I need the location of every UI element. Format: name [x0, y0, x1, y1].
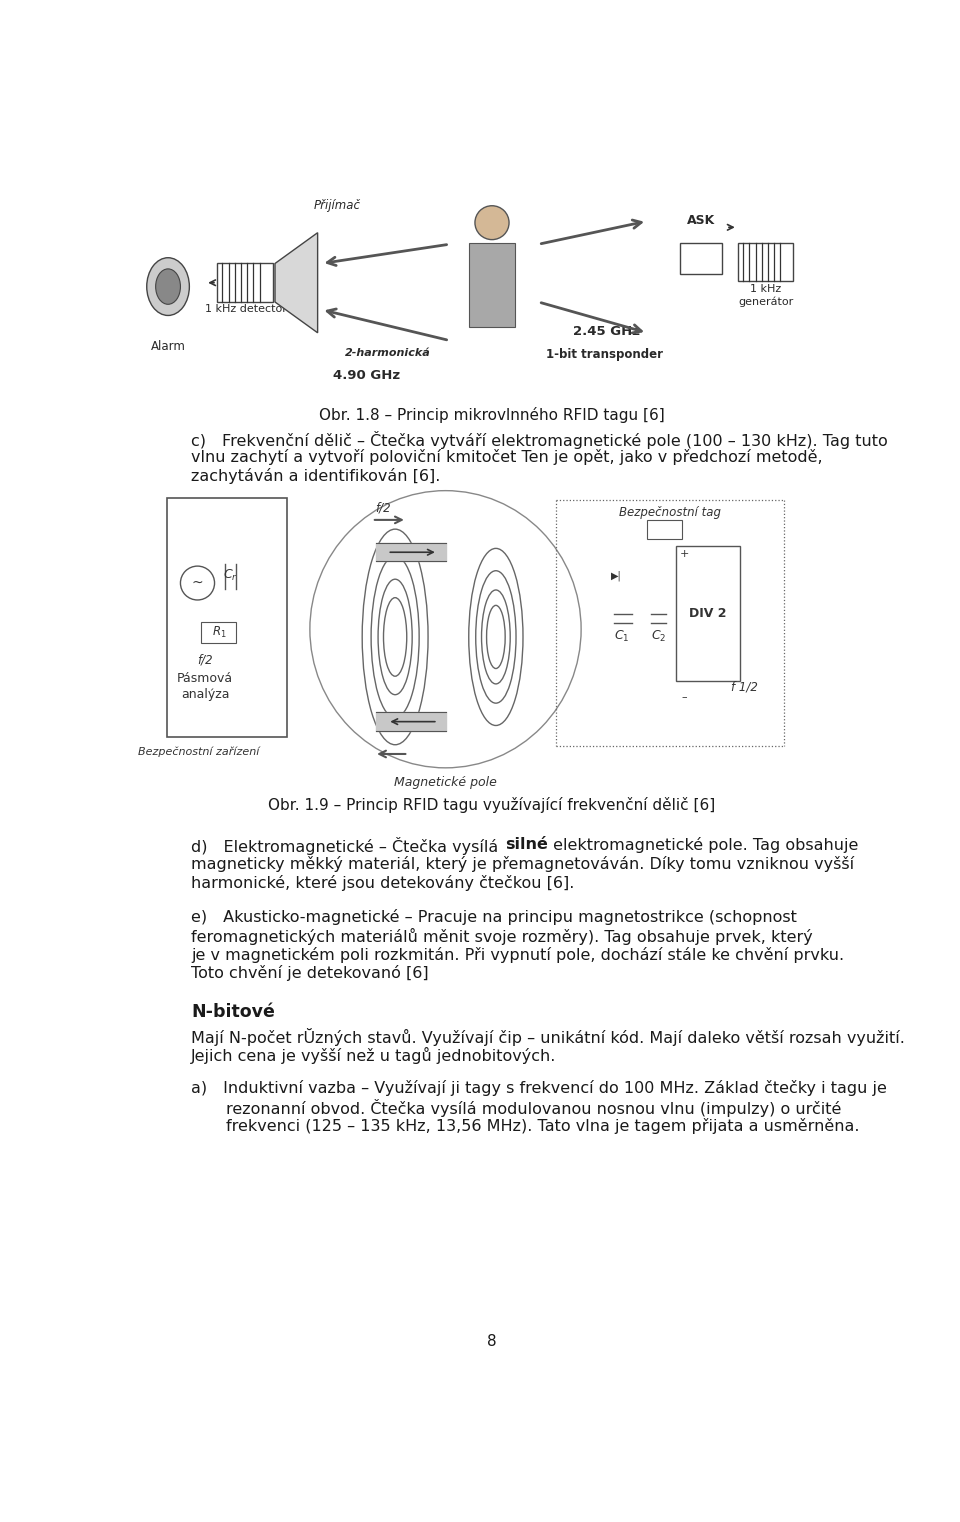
- FancyBboxPatch shape: [680, 242, 722, 274]
- Text: f/2: f/2: [375, 501, 392, 514]
- Polygon shape: [275, 233, 318, 333]
- FancyBboxPatch shape: [737, 242, 794, 282]
- Text: ▶|: ▶|: [611, 571, 621, 580]
- Text: N-bitové: N-bitové: [191, 1003, 276, 1021]
- Circle shape: [475, 205, 509, 239]
- Text: 2.45 GHz: 2.45 GHz: [573, 326, 640, 338]
- Text: 1 kHz detector: 1 kHz detector: [204, 304, 286, 315]
- Text: magneticky měkký materiál, který je přemagnetováván. Díky tomu vzniknou vyšší: magneticky měkký materiál, který je přem…: [191, 855, 854, 872]
- Text: Magnetické pole: Magnetické pole: [394, 776, 497, 788]
- FancyBboxPatch shape: [217, 263, 273, 301]
- Text: Toto chvění je detekovanó [6]: Toto chvění je detekovanó [6]: [191, 965, 429, 982]
- Text: f/2: f/2: [198, 653, 213, 667]
- Text: feromagnetických materiálů měnit svoje rozměry). Tag obsahuje prvek, který: feromagnetických materiálů měnit svoje r…: [191, 928, 813, 945]
- FancyBboxPatch shape: [468, 242, 516, 327]
- Ellipse shape: [156, 269, 180, 304]
- Text: Alarm: Alarm: [151, 341, 185, 353]
- Text: +: +: [680, 549, 689, 559]
- Text: silné: silné: [505, 837, 548, 852]
- Text: frekvenci (125 – 135 kHz, 13,56 MHz). Tato vlna je tagem přijata a usměrněna.: frekvenci (125 – 135 kHz, 13,56 MHz). Ta…: [227, 1119, 859, 1134]
- Text: Bezpečnostní tag: Bezpečnostní tag: [619, 505, 721, 519]
- Text: 1-bit transponder: 1-bit transponder: [546, 349, 663, 361]
- Text: e) Akusticko-magnetické – Pracuje na principu magnetostrikce (schopnost: e) Akusticko-magnetické – Pracuje na pri…: [191, 909, 797, 925]
- FancyBboxPatch shape: [166, 498, 287, 737]
- Text: Obr. 1.9 – Princip RFID tagu využívající frekvenční dělič [6]: Obr. 1.9 – Princip RFID tagu využívající…: [269, 798, 715, 813]
- Text: rezonanní obvod. Čtečka vysílá modulovanou nosnou vlnu (impulzy) o určité: rezonanní obvod. Čtečka vysílá modulovan…: [227, 1099, 842, 1117]
- Text: –: –: [682, 693, 687, 702]
- Text: 4.90 GHz: 4.90 GHz: [333, 368, 400, 382]
- Text: Pásmová
analýza: Pásmová analýza: [178, 673, 233, 702]
- Text: f 1/2: f 1/2: [731, 680, 757, 694]
- Text: Přijímač: Přijímač: [314, 199, 361, 212]
- Text: 1 kHz
generátor: 1 kHz generátor: [738, 285, 793, 307]
- Text: 2-harmonická: 2-harmonická: [345, 349, 430, 358]
- Text: $C_r$: $C_r$: [223, 568, 237, 583]
- Text: d) Elektromagnetické – Čtečka vysílá: d) Elektromagnetické – Čtečka vysílá: [191, 837, 504, 855]
- FancyBboxPatch shape: [647, 521, 682, 539]
- Text: je v magnetickém poli rozkmitán. Při vypnutí pole, dochází stále ke chvění prvku: je v magnetickém poli rozkmitán. Při vyp…: [191, 947, 845, 962]
- Ellipse shape: [147, 257, 189, 315]
- Text: c) Frekvenční dělič – Čtečka vytváří elektromagnetické pole (100 – 130 kHz). Tag: c) Frekvenční dělič – Čtečka vytváří ele…: [191, 431, 888, 449]
- Circle shape: [180, 566, 214, 600]
- Text: 8: 8: [487, 1333, 497, 1348]
- Text: $C_1$: $C_1$: [614, 630, 630, 644]
- FancyBboxPatch shape: [677, 546, 740, 680]
- Text: elektromagnetické pole. Tag obsahuje: elektromagnetické pole. Tag obsahuje: [548, 837, 858, 854]
- Text: Bezpečnostní zařízení: Bezpečnostní zařízení: [138, 746, 260, 756]
- Text: Obr. 1.8 – Princip mikrovlnného RFID tagu [6]: Obr. 1.8 – Princip mikrovlnného RFID tag…: [319, 408, 665, 423]
- Text: ~: ~: [192, 575, 204, 591]
- Text: $R_1$: $R_1$: [212, 624, 227, 639]
- Text: a) Induktivní vazba – Využívají ji tagy s frekvencí do 100 MHz. Základ čtečky i : a) Induktivní vazba – Využívají ji tagy …: [191, 1081, 887, 1096]
- Text: DIV 2: DIV 2: [689, 607, 727, 621]
- Text: ASK: ASK: [687, 215, 715, 227]
- Text: vlnu zachytí a vytvoří poloviční kmitočet Ten je opět, jako v předchozí metodě,: vlnu zachytí a vytvoří poloviční kmitoče…: [191, 449, 823, 466]
- Text: harmonické, které jsou detekovány čtečkou [6].: harmonické, které jsou detekovány čtečko…: [191, 875, 575, 890]
- FancyBboxPatch shape: [202, 621, 236, 644]
- Text: Mají N-počet rŬzných stavů. Využívají čip – unikátní kód. Mají daleko větší rozs: Mají N-počet rŬzných stavů. Využívají či…: [191, 1027, 905, 1046]
- Text: Jejich cena je vyšší než u tagů jednobitových.: Jejich cena je vyšší než u tagů jednobit…: [191, 1047, 557, 1064]
- Text: zachytáván a identifikován [6].: zachytáván a identifikován [6].: [191, 469, 441, 484]
- Text: $C_2$: $C_2$: [651, 630, 666, 644]
